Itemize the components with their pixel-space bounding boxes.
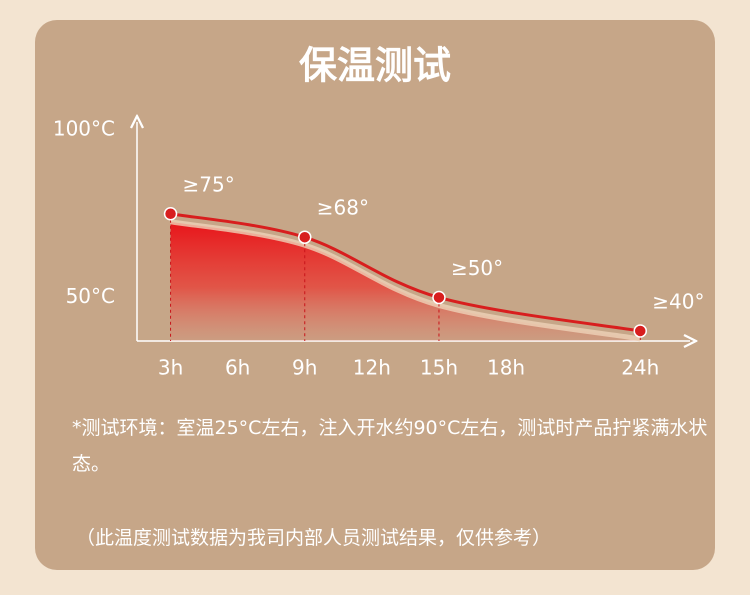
point xyxy=(298,230,312,244)
point xyxy=(163,207,178,221)
value-label: ≥50° xyxy=(451,256,503,280)
point xyxy=(633,324,648,338)
x-tick-label: 3h xyxy=(158,356,183,380)
test-note: *测试环境：室温25°C左右，注入开水约90°C左右，测试时产品拧紧满水状态。 xyxy=(72,417,708,475)
value-label: ≥75° xyxy=(183,172,235,196)
x-tick-label: 12h xyxy=(353,356,391,380)
x-tick-label: 9h xyxy=(292,356,317,380)
area xyxy=(170,221,641,341)
x-tick-label: 15h xyxy=(420,356,458,380)
x-tick-label: 18h xyxy=(487,356,525,380)
x-tick-label: 6h xyxy=(225,356,250,380)
value-label: ≥40° xyxy=(652,289,704,313)
shadow-line xyxy=(170,219,641,342)
point xyxy=(432,290,446,305)
y-tick-label: 100°C xyxy=(53,117,115,141)
x-tick-label: 24h xyxy=(621,356,659,380)
chart-title: 保温测试 xyxy=(299,44,451,88)
y-tick-label: 50°C xyxy=(66,284,115,308)
value-label: ≥68° xyxy=(317,196,369,220)
disclaimer: （此温度测试数据为我司内部人员测试结果，仅供参考） xyxy=(76,527,552,549)
line xyxy=(170,212,641,333)
